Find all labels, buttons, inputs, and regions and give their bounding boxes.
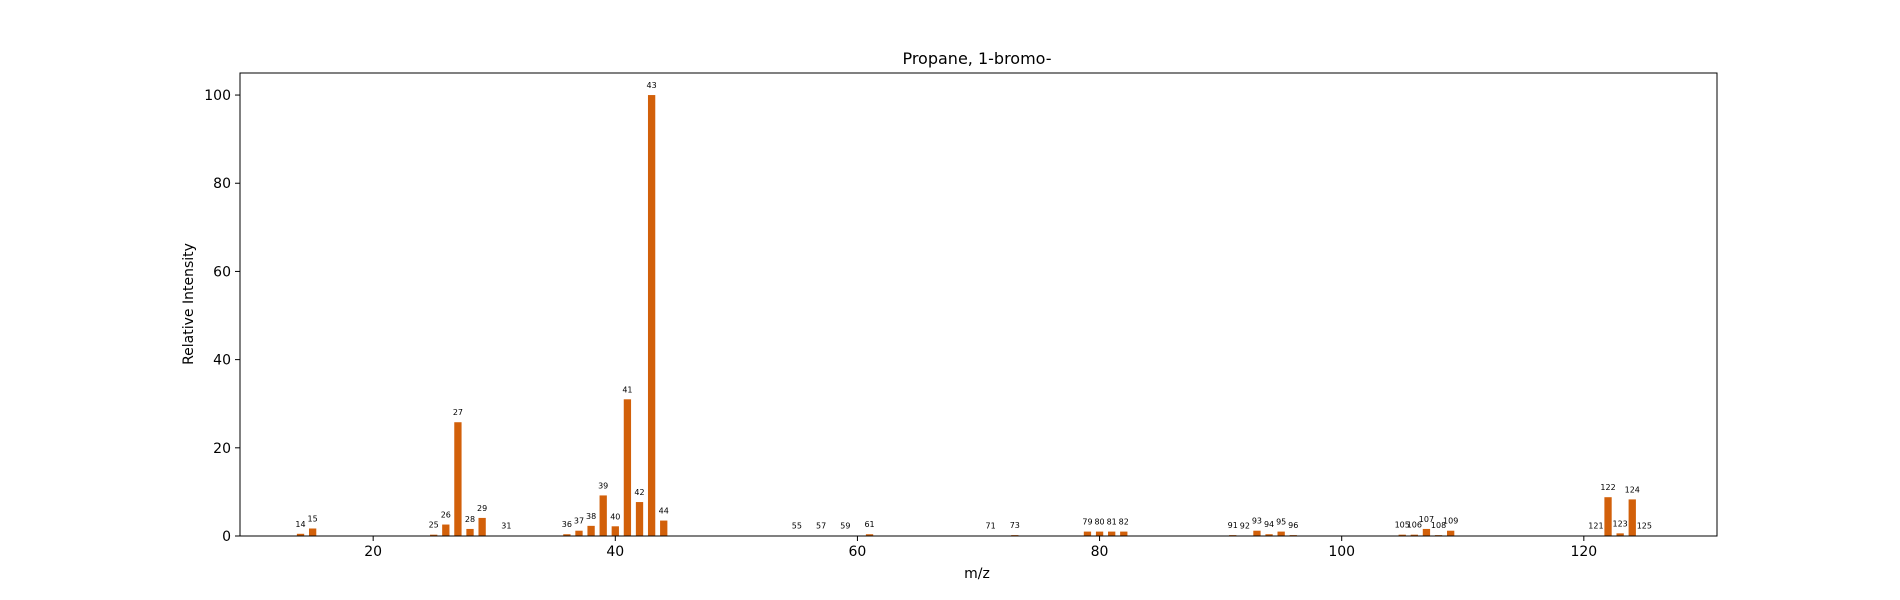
bar-mz-95 bbox=[1277, 531, 1285, 536]
y-tick-label: 0 bbox=[222, 529, 231, 545]
x-axis-label: m/z bbox=[964, 566, 990, 582]
bar-mz-61 bbox=[865, 534, 874, 536]
bar-label-mz-91: 91 bbox=[1228, 521, 1238, 530]
x-tick-label: 60 bbox=[849, 544, 867, 560]
bar-label-mz-107: 107 bbox=[1419, 515, 1434, 524]
bar-label-mz-95: 95 bbox=[1276, 518, 1286, 527]
bar-mz-15 bbox=[308, 528, 317, 536]
bars-group bbox=[296, 95, 1649, 537]
y-axis-ticks: 0 20 40 60 80 100 bbox=[204, 88, 240, 545]
bar-label-mz-123: 123 bbox=[1613, 519, 1628, 528]
bar-label-mz-28: 28 bbox=[465, 515, 475, 524]
bar-mz-25 bbox=[430, 534, 438, 536]
bar-label-mz-44: 44 bbox=[659, 507, 669, 516]
y-tick-label: 60 bbox=[213, 264, 231, 280]
x-tick-label: 120 bbox=[1570, 544, 1597, 560]
x-tick-label: 80 bbox=[1091, 544, 1109, 560]
bar-label-mz-81: 81 bbox=[1107, 518, 1117, 527]
bar-label-mz-61: 61 bbox=[864, 520, 874, 529]
bar-mz-107 bbox=[1422, 528, 1431, 536]
bar-label-mz-55: 55 bbox=[792, 522, 802, 531]
bar-label-mz-38: 38 bbox=[586, 512, 596, 521]
bar-label-mz-57: 57 bbox=[816, 522, 826, 531]
bar-label-mz-105: 105 bbox=[1395, 521, 1410, 530]
x-tick-label: 20 bbox=[364, 544, 382, 560]
bar-label-mz-80: 80 bbox=[1094, 518, 1104, 527]
bar-label-mz-79: 79 bbox=[1082, 518, 1092, 527]
bar-mz-105 bbox=[1398, 534, 1406, 536]
bar-label-mz-15: 15 bbox=[308, 515, 318, 524]
bar-label-mz-125: 125 bbox=[1637, 522, 1652, 531]
bar-label-mz-43: 43 bbox=[647, 81, 657, 90]
bar-label-mz-37: 37 bbox=[574, 517, 584, 526]
bar-mz-41 bbox=[623, 399, 632, 536]
bar-label-mz-26: 26 bbox=[441, 511, 451, 520]
bar-mz-27 bbox=[454, 422, 462, 536]
bar-label-mz-106: 106 bbox=[1407, 521, 1422, 530]
bar-mz-37 bbox=[575, 530, 583, 536]
bar-mz-106 bbox=[1410, 534, 1418, 536]
bar-label-mz-71: 71 bbox=[986, 522, 996, 531]
bar-label-mz-27: 27 bbox=[453, 408, 463, 417]
bar-label-mz-41: 41 bbox=[622, 385, 632, 394]
bar-label-mz-108: 108 bbox=[1431, 521, 1446, 530]
bar-mz-29 bbox=[478, 517, 486, 536]
bar-mz-38 bbox=[587, 525, 595, 536]
bar-mz-26 bbox=[442, 524, 450, 536]
bar-mz-109 bbox=[1447, 530, 1455, 536]
x-tick-label: 40 bbox=[606, 544, 624, 560]
bar-mz-123 bbox=[1616, 533, 1624, 536]
plot-area-frame bbox=[239, 72, 1718, 537]
bar-mz-80 bbox=[1095, 531, 1104, 536]
bar-label-mz-40: 40 bbox=[610, 512, 620, 521]
x-tick-label: 100 bbox=[1328, 544, 1355, 560]
bar-label-mz-29: 29 bbox=[477, 504, 487, 513]
bar-mz-40 bbox=[611, 526, 619, 536]
bar-label-mz-82: 82 bbox=[1119, 518, 1129, 527]
bar-mz-124 bbox=[1628, 499, 1636, 536]
bar-label-mz-31: 31 bbox=[501, 522, 511, 531]
bar-mz-14 bbox=[296, 533, 305, 536]
bar-mz-42 bbox=[635, 502, 644, 536]
bar-label-mz-36: 36 bbox=[562, 520, 572, 529]
bar-mz-94 bbox=[1265, 534, 1273, 536]
bar-label-mz-122: 122 bbox=[1600, 483, 1615, 492]
bar-label-mz-92: 92 bbox=[1240, 522, 1250, 531]
bar-mz-122 bbox=[1604, 497, 1612, 536]
bar-mz-28 bbox=[466, 528, 474, 536]
y-tick-label: 100 bbox=[204, 88, 231, 104]
bar-label-mz-93: 93 bbox=[1252, 517, 1262, 526]
bar-mz-93 bbox=[1253, 530, 1261, 536]
y-tick-label: 20 bbox=[213, 441, 231, 457]
chart-title: Propane, 1-bromo- bbox=[902, 49, 1051, 68]
bar-label-mz-121: 121 bbox=[1588, 522, 1603, 531]
bar-label-mz-94: 94 bbox=[1264, 520, 1274, 529]
x-axis-ticks: 20 40 60 80 100 120 bbox=[364, 536, 1597, 560]
bar-label-mz-14: 14 bbox=[295, 520, 305, 529]
bar-label-mz-59: 59 bbox=[840, 522, 850, 531]
bar-mz-82 bbox=[1120, 531, 1128, 536]
bar-mz-79 bbox=[1083, 531, 1092, 536]
bar-mz-44 bbox=[660, 520, 668, 536]
bar-label-mz-73: 73 bbox=[1010, 521, 1020, 530]
y-tick-label: 40 bbox=[213, 353, 231, 369]
bar-mz-43 bbox=[647, 95, 656, 537]
bar-label-mz-42: 42 bbox=[634, 488, 644, 497]
bar-label-mz-124: 124 bbox=[1625, 485, 1640, 494]
bar-label-mz-25: 25 bbox=[429, 521, 439, 530]
bar-mz-36 bbox=[563, 534, 571, 536]
bar-mz-39 bbox=[599, 495, 607, 536]
bar-mz-81 bbox=[1108, 531, 1116, 536]
y-axis-label: Relative Intensity bbox=[181, 243, 197, 365]
bar-label-mz-39: 39 bbox=[598, 481, 608, 490]
y-tick-label: 80 bbox=[213, 176, 231, 192]
bar-label-mz-96: 96 bbox=[1288, 521, 1298, 530]
bar-label-mz-109: 109 bbox=[1443, 517, 1458, 526]
